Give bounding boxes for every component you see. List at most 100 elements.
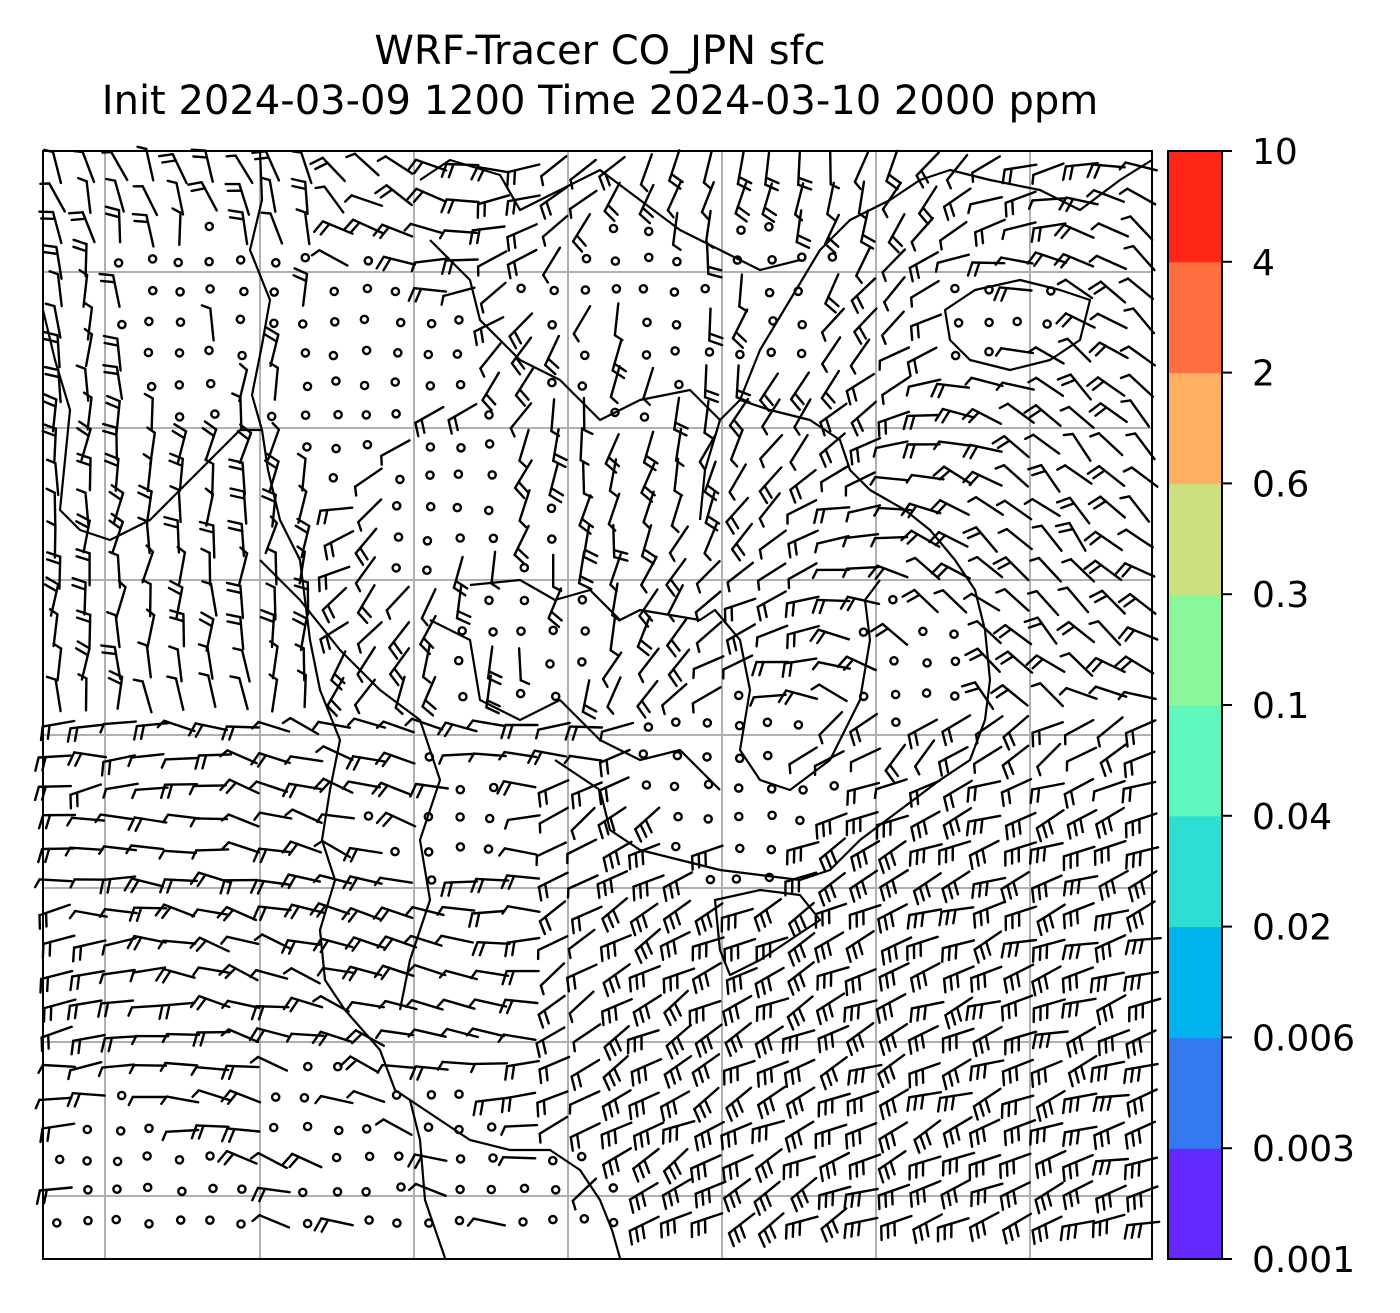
wind-barb — [1030, 222, 1067, 244]
wind-barb — [758, 492, 781, 528]
wind-barb — [881, 181, 902, 219]
wind-barb — [1088, 254, 1128, 271]
wind-barb — [1090, 222, 1130, 238]
calm-wind-circle — [302, 1218, 313, 1229]
calm-wind-circle — [486, 1122, 497, 1132]
wind-barb — [294, 517, 311, 559]
wind-barb — [389, 647, 411, 687]
wind-barb — [316, 506, 354, 526]
wind-barb — [261, 488, 277, 528]
calm-wind-circle — [268, 1122, 279, 1133]
wind-barb — [906, 935, 939, 962]
calm-wind-circle — [767, 254, 777, 265]
calm-wind-circle — [175, 1215, 186, 1225]
calm-wind-circle — [515, 688, 526, 699]
wind-barb — [434, 934, 474, 944]
wind-barb — [1032, 998, 1066, 1024]
wind-barb — [1035, 1089, 1066, 1122]
wind-barb — [1029, 782, 1065, 805]
wind-barb — [723, 1177, 752, 1213]
wind-barb — [1030, 874, 1063, 904]
wind-barb — [481, 371, 501, 412]
calm-wind-circle — [425, 380, 436, 391]
wind-barb — [1089, 432, 1124, 457]
wind-barb — [1067, 1054, 1098, 1088]
calm-wind-circle — [422, 565, 432, 576]
wind-barb — [879, 869, 909, 902]
calm-wind-circle — [426, 875, 437, 885]
wind-barb — [783, 1058, 816, 1089]
wind-barb — [1035, 809, 1065, 843]
wind-barb — [691, 1053, 721, 1087]
calm-wind-circle — [733, 783, 744, 793]
wind-barb — [843, 999, 878, 1023]
wind-barb — [1029, 556, 1063, 583]
wind-barb — [187, 722, 229, 738]
calm-wind-circle — [545, 659, 555, 669]
wind-barb — [929, 499, 970, 516]
calm-wind-circle — [580, 350, 590, 361]
calm-wind-circle — [302, 381, 313, 392]
wind-barb — [292, 267, 309, 307]
colorbar-band — [1168, 815, 1222, 928]
wind-barb — [569, 1122, 601, 1152]
wind-barb — [69, 783, 103, 810]
wind-barb — [249, 780, 289, 793]
wind-barb — [850, 400, 878, 437]
calm-wind-circle — [484, 410, 494, 420]
wind-barb — [965, 814, 1002, 837]
wind-barb — [1061, 558, 1096, 583]
wind-barb — [1119, 495, 1151, 523]
wind-barb — [1031, 1215, 1063, 1246]
wind-barb — [406, 187, 447, 204]
wind-barb — [42, 998, 77, 1023]
wind-barb — [251, 1186, 291, 1203]
wind-barb — [198, 672, 217, 708]
wind-barb — [238, 362, 249, 403]
wind-barb — [599, 934, 632, 963]
calm-wind-circle — [700, 283, 711, 294]
wind-barb — [98, 272, 121, 308]
wind-barb — [506, 223, 538, 252]
wind-barb — [628, 1181, 659, 1214]
wind-barb — [263, 326, 280, 367]
calm-wind-circle — [488, 627, 498, 637]
calm-wind-circle — [703, 779, 714, 790]
wind-barb — [375, 1029, 415, 1040]
wind-barb — [547, 587, 563, 629]
wind-barb — [293, 577, 310, 616]
wind-barb — [447, 402, 478, 435]
calm-wind-circle — [361, 345, 372, 356]
wind-barb — [548, 462, 565, 504]
calm-wind-circle — [705, 874, 716, 885]
wind-barb — [1059, 652, 1094, 677]
wind-barb — [1056, 278, 1094, 300]
calm-wind-circle — [359, 380, 370, 391]
wind-barb — [315, 745, 354, 761]
wind-barb — [636, 679, 659, 719]
wind-barb — [1000, 1094, 1035, 1120]
wind-barb — [844, 968, 877, 997]
wind-barb — [1001, 163, 1038, 185]
wind-barb — [845, 811, 879, 837]
calm-wind-circle — [331, 376, 341, 386]
wind-barb — [101, 422, 119, 461]
wind-barb — [470, 1062, 509, 1074]
wind-barb — [76, 452, 92, 492]
calm-wind-circle — [393, 1151, 404, 1161]
wind-barb — [1118, 277, 1155, 300]
wind-barb — [508, 312, 534, 350]
calm-wind-circle — [422, 536, 433, 546]
calm-wind-circle — [581, 253, 592, 264]
wind-barb — [142, 453, 153, 493]
wind-barb — [501, 905, 541, 915]
wind-barb — [466, 719, 506, 729]
colorbar-tick-label: 0.003 — [1252, 1129, 1355, 1170]
calm-wind-circle — [518, 1217, 528, 1227]
wind-barb — [1083, 559, 1123, 582]
wind-barb — [282, 996, 324, 1013]
wind-barb — [237, 546, 249, 586]
wind-barb — [220, 1028, 260, 1044]
wind-barb — [637, 647, 660, 684]
wind-barb — [932, 465, 973, 485]
